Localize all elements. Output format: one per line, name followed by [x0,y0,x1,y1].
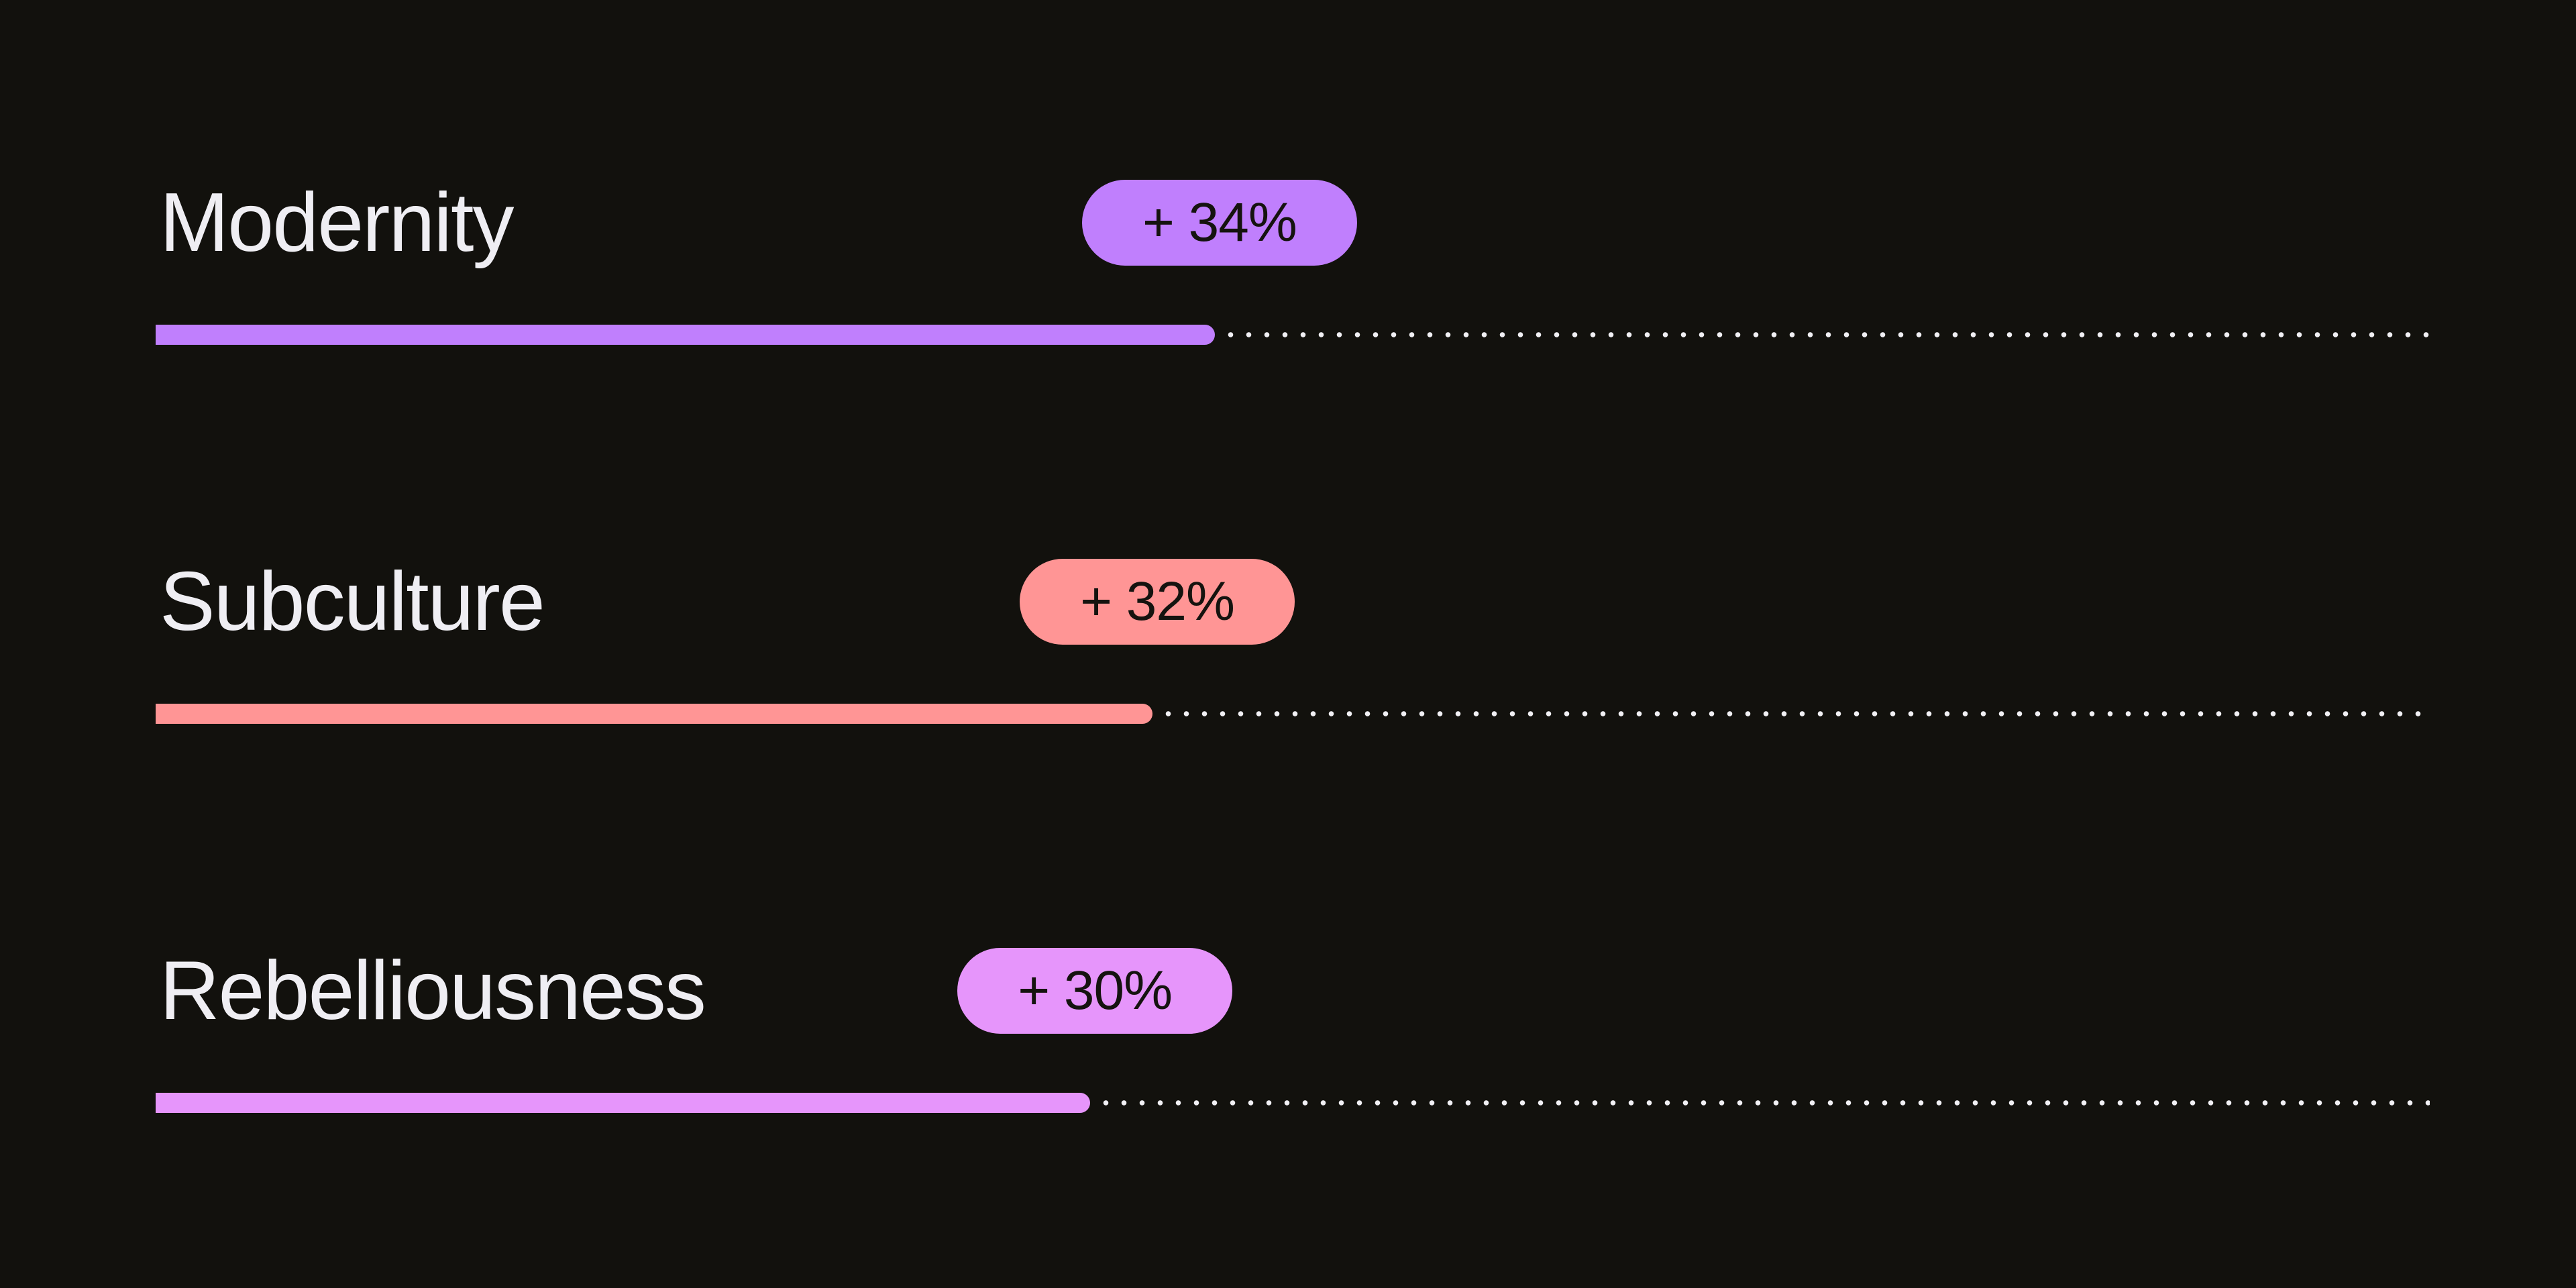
category-label: Rebelliousness [160,945,706,1037]
bar-fill [156,1093,1091,1113]
bar-track-dots [1159,711,2430,716]
value-badge: + 30% [957,948,1233,1034]
bar-track-dots [1097,1100,2430,1106]
bar-track-dots [1221,332,2430,337]
value-badge: + 32% [1020,559,1295,645]
value-badge: + 34% [1081,180,1357,266]
category-label: Subculture [160,555,545,648]
category-label: Modernity [160,176,514,269]
bar-fill [156,704,1153,724]
bar-fill [156,325,1215,345]
